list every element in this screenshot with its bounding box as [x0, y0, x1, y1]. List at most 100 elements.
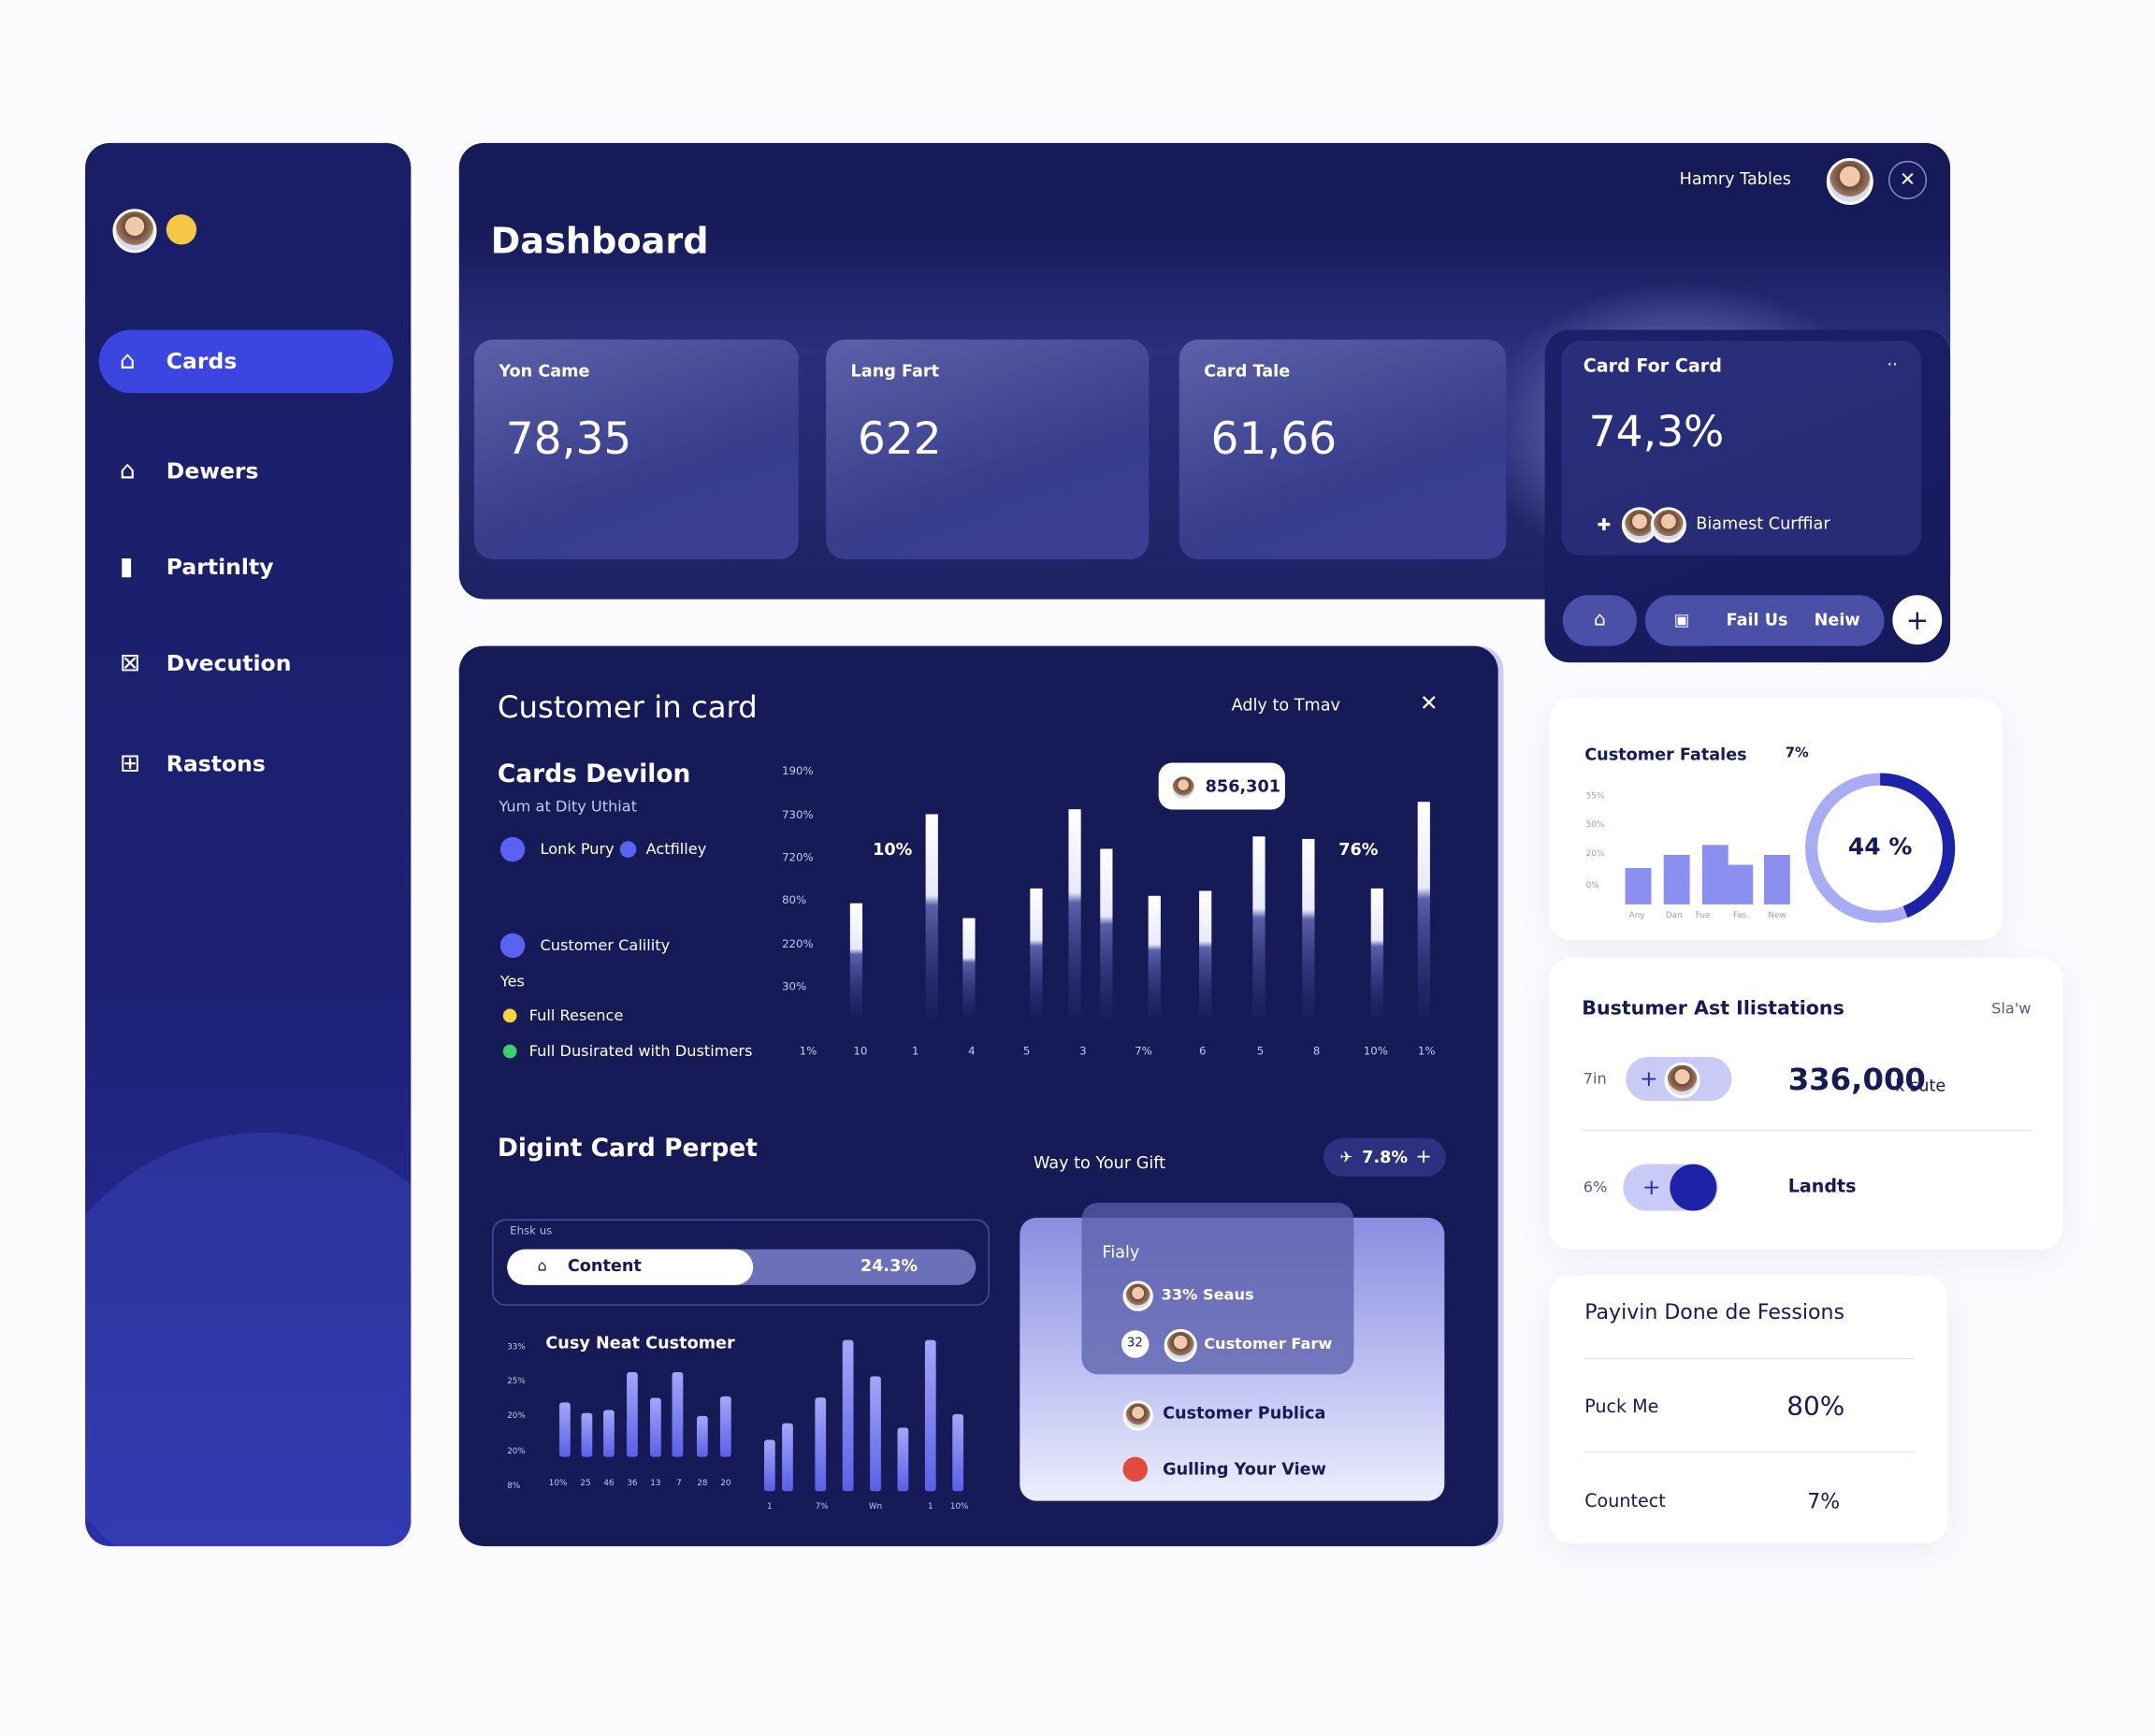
- x-tick-label: 10: [853, 1045, 867, 1058]
- nav-item[interactable]: Dvecution: [166, 650, 292, 676]
- x-tick-label: Fue: [1696, 911, 1711, 920]
- bar: [672, 1372, 684, 1457]
- y-tick-label: 220%: [782, 937, 814, 950]
- stat-label: Lang Fart: [850, 361, 940, 382]
- x-tick-label: New: [1768, 911, 1786, 920]
- x-tick-label: 5: [1257, 1045, 1264, 1058]
- box-label: Ehsk us: [510, 1224, 553, 1237]
- y-tick-label: 20%: [507, 1447, 526, 1456]
- x-tick-label: 4: [968, 1045, 975, 1058]
- button-label[interactable]: Neiw: [1814, 610, 1860, 629]
- row-value: 336,000: [1787, 1063, 1926, 1099]
- button-label[interactable]: Fail Us: [1726, 610, 1788, 629]
- row-unit: k sute: [1895, 1076, 1946, 1096]
- item: Full Resence: [528, 1006, 624, 1025]
- bar: [1417, 802, 1430, 1018]
- bar: [925, 814, 938, 1018]
- bar: [1068, 809, 1081, 1018]
- avatar: [1664, 1062, 1700, 1099]
- row-value: 80%: [1786, 1391, 1845, 1423]
- annotation: 10%: [873, 839, 913, 860]
- panel-close[interactable]: ✕: [1419, 689, 1439, 716]
- plus: +: [1415, 1146, 1432, 1168]
- row-label: Countect: [1584, 1492, 1666, 1513]
- close-button[interactable]: ✕: [1887, 160, 1928, 200]
- nav-item[interactable]: Partinlty: [166, 554, 274, 581]
- panel-title: Fialy: [1102, 1242, 1140, 1262]
- nav-item[interactable]: Cards: [166, 347, 238, 374]
- stat-value: 78,35: [505, 412, 632, 465]
- bar: [849, 903, 863, 1018]
- add-button[interactable]: +: [1892, 595, 1943, 645]
- x-tick-label: Any: [1629, 911, 1645, 920]
- caption: Yum at Dity Uthiat: [499, 797, 638, 817]
- x-tick-label: 20: [720, 1479, 731, 1488]
- icon: [499, 933, 526, 959]
- annotation: 76%: [1338, 839, 1379, 860]
- x-tick-label: 13: [650, 1479, 660, 1488]
- donut-arc: [1880, 773, 1956, 919]
- item: Yes: [499, 972, 525, 991]
- stat-value: 622: [857, 412, 942, 465]
- bar: [1370, 888, 1383, 1018]
- legend-label: Actfilley: [645, 840, 707, 859]
- more[interactable]: ··: [1887, 354, 1898, 374]
- avatar: [1122, 1400, 1153, 1431]
- divider: [1584, 1357, 1915, 1360]
- y-tick-label: 0%: [1586, 881, 1599, 890]
- divider: [1584, 1451, 1915, 1454]
- bar: [1663, 854, 1690, 904]
- bar: [962, 918, 976, 1018]
- bar: [763, 1439, 775, 1492]
- y-tick-label: 25%: [507, 1377, 526, 1386]
- avatar: [1670, 1164, 1717, 1211]
- row-value: 7%: [1807, 1489, 1841, 1514]
- stat-card: [826, 339, 1150, 560]
- divider: [1582, 1129, 2031, 1132]
- nav-icon: ⊞: [119, 748, 141, 778]
- nav-item[interactable]: Dewers: [166, 457, 259, 485]
- x-tick-label: Dan: [1666, 911, 1683, 920]
- avatar: [1122, 1280, 1153, 1311]
- stat-value: 61,66: [1210, 412, 1338, 465]
- gift-pill[interactable]: [1323, 1137, 1446, 1177]
- panel-link[interactable]: Adly to Tmav: [1231, 695, 1340, 716]
- chart-title: Cusy Neat Customer: [545, 1333, 735, 1353]
- page-title: Dashboard: [490, 221, 709, 263]
- toggle-label: Content: [567, 1256, 642, 1276]
- nav-item[interactable]: Rastons: [166, 750, 266, 777]
- toggle-active[interactable]: [507, 1249, 754, 1285]
- row-value: Landts: [1787, 1177, 1857, 1198]
- y-tick-label: 190%: [782, 764, 814, 777]
- panel-item: Gulling Your View: [1163, 1459, 1326, 1480]
- bar: [581, 1412, 593, 1457]
- card-value: 74,3%: [1588, 407, 1725, 457]
- x-tick-label: 46: [603, 1479, 615, 1488]
- stat-card: [473, 339, 799, 560]
- x-tick-label: 25: [580, 1479, 590, 1488]
- x-tick-label: 7%: [816, 1502, 829, 1512]
- wave: [85, 1132, 412, 1547]
- x-tick-label: 36: [627, 1479, 638, 1488]
- bar: [1199, 890, 1212, 1018]
- y-tick-label: 80%: [782, 893, 806, 906]
- panel-title: Customer in card: [497, 691, 758, 726]
- card-link[interactable]: Sla'w: [1991, 999, 2032, 1019]
- button-group[interactable]: [1644, 595, 1885, 646]
- icon: ✈: [1339, 1148, 1353, 1166]
- nav-active[interactable]: [98, 329, 394, 394]
- y-tick-label: 50%: [1586, 820, 1605, 830]
- bar: [603, 1410, 615, 1457]
- bar: [815, 1397, 827, 1492]
- small-chart-2: 1 7% Wn 1 10%: [763, 1339, 968, 1512]
- legend-label: Lonk Pury: [540, 840, 615, 859]
- bar: [1252, 836, 1266, 1018]
- bar: [559, 1402, 571, 1457]
- header-value: 7%: [1785, 745, 1809, 762]
- bar: [1701, 845, 1728, 904]
- home-button[interactable]: ⌂: [1562, 595, 1638, 646]
- nav-icon: ⌂: [119, 456, 136, 485]
- nav-icon: ▮: [119, 552, 134, 582]
- emoji: [166, 214, 197, 245]
